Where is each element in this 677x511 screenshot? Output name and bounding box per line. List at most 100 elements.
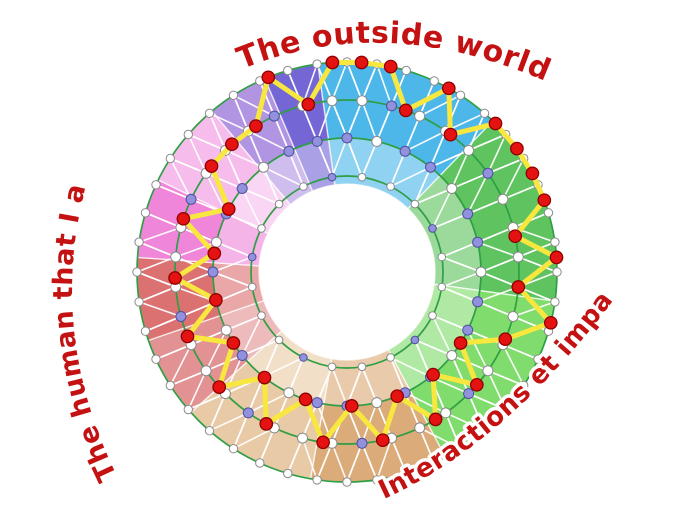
mesh-edge [467,198,504,215]
mesh-edge [208,393,227,432]
mesh-edge [451,150,470,189]
highlight-node [525,166,540,181]
mesh-edge [263,356,304,378]
mesh-edge [441,241,478,258]
ring-node-purple [327,172,337,182]
ring-node-white [183,129,194,140]
ring-node-white [204,108,215,119]
ring-node-purple [462,208,474,220]
ring-node-purple [242,407,254,419]
mesh-edge [389,150,406,187]
mesh-edge [241,339,280,357]
mesh-edge [487,157,525,175]
mesh-edge [346,100,363,139]
mesh-edge [273,115,290,152]
ring-node-white [440,407,452,419]
ring-node-purple [185,193,197,205]
highlight-node [441,81,456,96]
mesh-edge [404,130,447,153]
ring-node-white [283,387,295,399]
mesh-edge [262,339,280,378]
label-human-that-i-am: The human that I am [0,0,123,486]
highlight-node [325,55,340,70]
mesh-edge [212,256,253,273]
ring-node-white [479,426,490,436]
mesh-edge [225,314,262,331]
ring-node-white [257,224,266,233]
mesh-edge [466,172,489,215]
ring-node-white [170,251,182,263]
mesh-edge [477,241,519,258]
donut-hole [259,184,435,360]
mesh-edge [451,355,470,394]
mesh-edge [316,442,333,481]
mesh-edge [241,315,263,356]
mesh-edge [241,187,280,205]
ring-node-white [210,236,222,248]
ring-node-white [299,182,308,191]
mesh-edge [487,369,525,387]
mesh-edge [138,286,177,303]
mesh-edge [477,286,519,303]
mesh-edge [263,166,304,188]
ring-node-purple [283,145,295,157]
mesh-edge [502,158,525,200]
mesh-edge [205,329,228,372]
mesh-edge [361,366,378,403]
mesh-edge [225,213,262,230]
mesh-edge [145,315,182,332]
ring-node-white [220,324,232,336]
highlight-node [354,55,369,70]
ring-node-white [357,172,367,182]
ring-node-white [297,432,308,444]
ring-node-purple [472,296,484,308]
ring-node-white [312,475,322,485]
mesh-edge [487,370,507,410]
mesh-edge [390,437,407,474]
mesh-edge [404,392,421,429]
highlight-node [225,137,239,152]
mesh-edge [376,402,393,439]
mesh-edge [224,150,243,189]
mesh-edge [466,329,489,372]
mesh-edge [346,443,363,483]
ring-node-purple [299,353,308,362]
mesh-edge [209,412,249,432]
ring-node-white [414,110,426,122]
ring-node-white [446,183,458,194]
mesh-edge [209,112,249,132]
highlight-node [498,332,513,347]
ring-node-white [228,444,239,454]
mesh-edge [262,166,280,205]
ring-node-white [533,354,543,364]
highlight-node [212,380,227,394]
mesh-edge [518,256,558,273]
highlight-node [221,202,236,216]
ring-node-purple [207,266,219,278]
ring-node-white [151,354,161,364]
ring-node-white [552,267,562,277]
ring-node-white [372,475,382,485]
mesh-edge [169,369,207,387]
ring-node-white [283,468,293,479]
highlight-node [259,417,274,431]
mesh-edge [316,100,333,142]
mesh-edge [502,344,525,386]
mesh-edge [205,354,243,372]
ring-node-white [151,180,161,190]
ring-node-white [479,108,490,119]
highlight-node [204,159,219,173]
ring-node-purple [175,311,187,322]
mesh-edge [138,241,177,258]
highlight-node [508,229,523,244]
highlight-node [511,280,526,294]
mesh-edge [316,366,333,403]
ring-node-white [371,397,383,409]
ring-node-white [274,335,284,345]
highlight-node [426,367,440,382]
mesh-edge [346,137,363,178]
ring-node-purple [311,135,323,147]
mesh-edge [301,105,318,142]
